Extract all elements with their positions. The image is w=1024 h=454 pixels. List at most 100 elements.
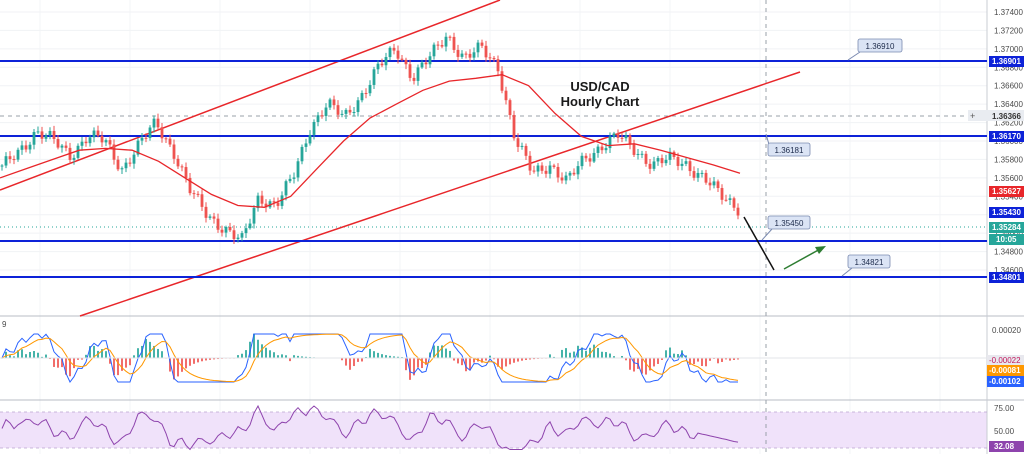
callout-3[interactable]: 1.35450 bbox=[761, 215, 811, 241]
candle-body bbox=[44, 135, 48, 139]
channel-lower-line[interactable] bbox=[79, 71, 801, 317]
candle-body bbox=[512, 115, 516, 139]
callout-2[interactable]: 1.36181 bbox=[765, 133, 811, 157]
ema-line[interactable] bbox=[0, 74, 741, 208]
candle-body bbox=[532, 170, 536, 172]
macd-histogram-bar bbox=[601, 351, 603, 358]
macd-histogram-bar bbox=[481, 358, 483, 363]
tag-support-1: 1.35430 bbox=[989, 207, 1024, 218]
macd-histogram-bar bbox=[441, 345, 443, 358]
candle-body bbox=[480, 42, 484, 46]
macd-histogram-bar bbox=[569, 352, 571, 358]
rsi-line[interactable] bbox=[1, 404, 739, 451]
candle-body bbox=[408, 64, 412, 78]
candle-body bbox=[716, 181, 720, 189]
candle-body bbox=[136, 140, 140, 155]
macd-histogram-bar bbox=[121, 358, 123, 371]
candle-body bbox=[400, 58, 404, 60]
candle-body bbox=[476, 42, 480, 53]
candle-body bbox=[688, 161, 692, 172]
macd-histogram-bar bbox=[725, 358, 727, 360]
candle-body bbox=[72, 157, 76, 160]
macd-histogram-bar bbox=[9, 355, 11, 358]
macd-histogram-bar bbox=[669, 347, 671, 358]
candle-body bbox=[152, 118, 156, 128]
candle-body bbox=[568, 172, 572, 176]
candles-group[interactable] bbox=[0, 32, 740, 245]
candle-body bbox=[144, 137, 148, 139]
candle-body bbox=[304, 143, 308, 147]
rsi-tag-label: 32.08 bbox=[994, 442, 1015, 451]
candle-body bbox=[708, 182, 712, 186]
candle-body bbox=[112, 144, 116, 160]
macd-histogram-bar bbox=[185, 358, 187, 369]
candle-body bbox=[456, 49, 460, 57]
macd-histogram-bar bbox=[421, 358, 423, 369]
candle-body bbox=[604, 148, 608, 151]
macd-histogram-bar bbox=[413, 358, 415, 376]
macd-line bbox=[1, 333, 738, 383]
macd-histogram-bar bbox=[533, 358, 535, 360]
candle-body bbox=[536, 165, 540, 172]
macd-histogram-bar bbox=[717, 358, 719, 364]
macd-histogram-bar bbox=[425, 358, 427, 365]
macd-histogram-bar bbox=[149, 341, 151, 358]
macd-histogram-bar bbox=[77, 358, 79, 360]
tag-support-2: 1.34801 bbox=[989, 272, 1024, 283]
channel-upper-line[interactable] bbox=[0, 0, 501, 191]
macd-histogram-bar bbox=[489, 355, 491, 358]
macd-histogram-bar bbox=[109, 358, 111, 364]
macd-histogram-bar bbox=[393, 356, 395, 358]
candle-body bbox=[140, 137, 144, 141]
macd-histogram-bar bbox=[269, 350, 271, 358]
candle-body bbox=[220, 229, 224, 233]
crosshair-plus-icon: + bbox=[970, 111, 975, 121]
macd-histogram-bar bbox=[685, 355, 687, 358]
candle-body bbox=[188, 177, 192, 194]
callout-4-label: 1.34821 bbox=[855, 258, 884, 267]
macd-histogram-bar bbox=[657, 358, 659, 364]
macd-histogram-bar bbox=[517, 358, 519, 362]
candle-body bbox=[180, 166, 184, 168]
price-tick-label: 1.34800 bbox=[994, 248, 1023, 257]
candle-body bbox=[416, 67, 420, 81]
macd-histogram-bar bbox=[217, 358, 219, 360]
macd-histogram-bar bbox=[597, 347, 599, 358]
price-pane[interactable] bbox=[0, 0, 987, 316]
macd-histogram-bar bbox=[701, 358, 703, 367]
callout-1[interactable]: 1.36910 bbox=[847, 38, 903, 61]
macd-histogram-bar bbox=[529, 358, 531, 360]
candle-body bbox=[628, 135, 632, 145]
callout-4[interactable]: 1.34821 bbox=[841, 254, 891, 277]
macd-histogram-bar bbox=[705, 358, 707, 367]
macd-histogram-bar bbox=[509, 358, 511, 365]
macd-pane[interactable] bbox=[1, 333, 739, 383]
candle-body bbox=[520, 145, 524, 147]
candle-body bbox=[424, 62, 428, 65]
macd-histogram-bar bbox=[205, 358, 207, 361]
candle-body bbox=[156, 118, 160, 128]
macd-histogram-bar bbox=[129, 358, 131, 366]
candle-body bbox=[32, 132, 36, 145]
candle-body bbox=[56, 139, 60, 148]
candle-body bbox=[656, 158, 660, 162]
macd-histogram-bar bbox=[237, 355, 239, 358]
candle-body bbox=[728, 198, 732, 200]
candle-body bbox=[76, 145, 80, 158]
macd-histogram-bar bbox=[513, 358, 515, 363]
macd-histogram-bar bbox=[565, 348, 567, 358]
macd-histogram-bar bbox=[561, 349, 563, 358]
candle-body bbox=[332, 99, 336, 106]
macd-histogram-bar bbox=[169, 358, 171, 372]
macd-histogram-bar bbox=[449, 350, 451, 358]
macd-histogram-bar bbox=[381, 354, 383, 358]
macd-histogram-bar bbox=[389, 355, 391, 358]
price-tick-label: 1.35000 bbox=[994, 229, 1023, 238]
macd-histogram-bar bbox=[373, 351, 375, 358]
macd-tag-hist-label: -0.00022 bbox=[989, 356, 1021, 365]
macd-histogram-bar bbox=[261, 344, 263, 358]
price-tick-label: 1.37200 bbox=[994, 26, 1023, 35]
tag-current-price-label: 1.36366 bbox=[992, 112, 1021, 121]
